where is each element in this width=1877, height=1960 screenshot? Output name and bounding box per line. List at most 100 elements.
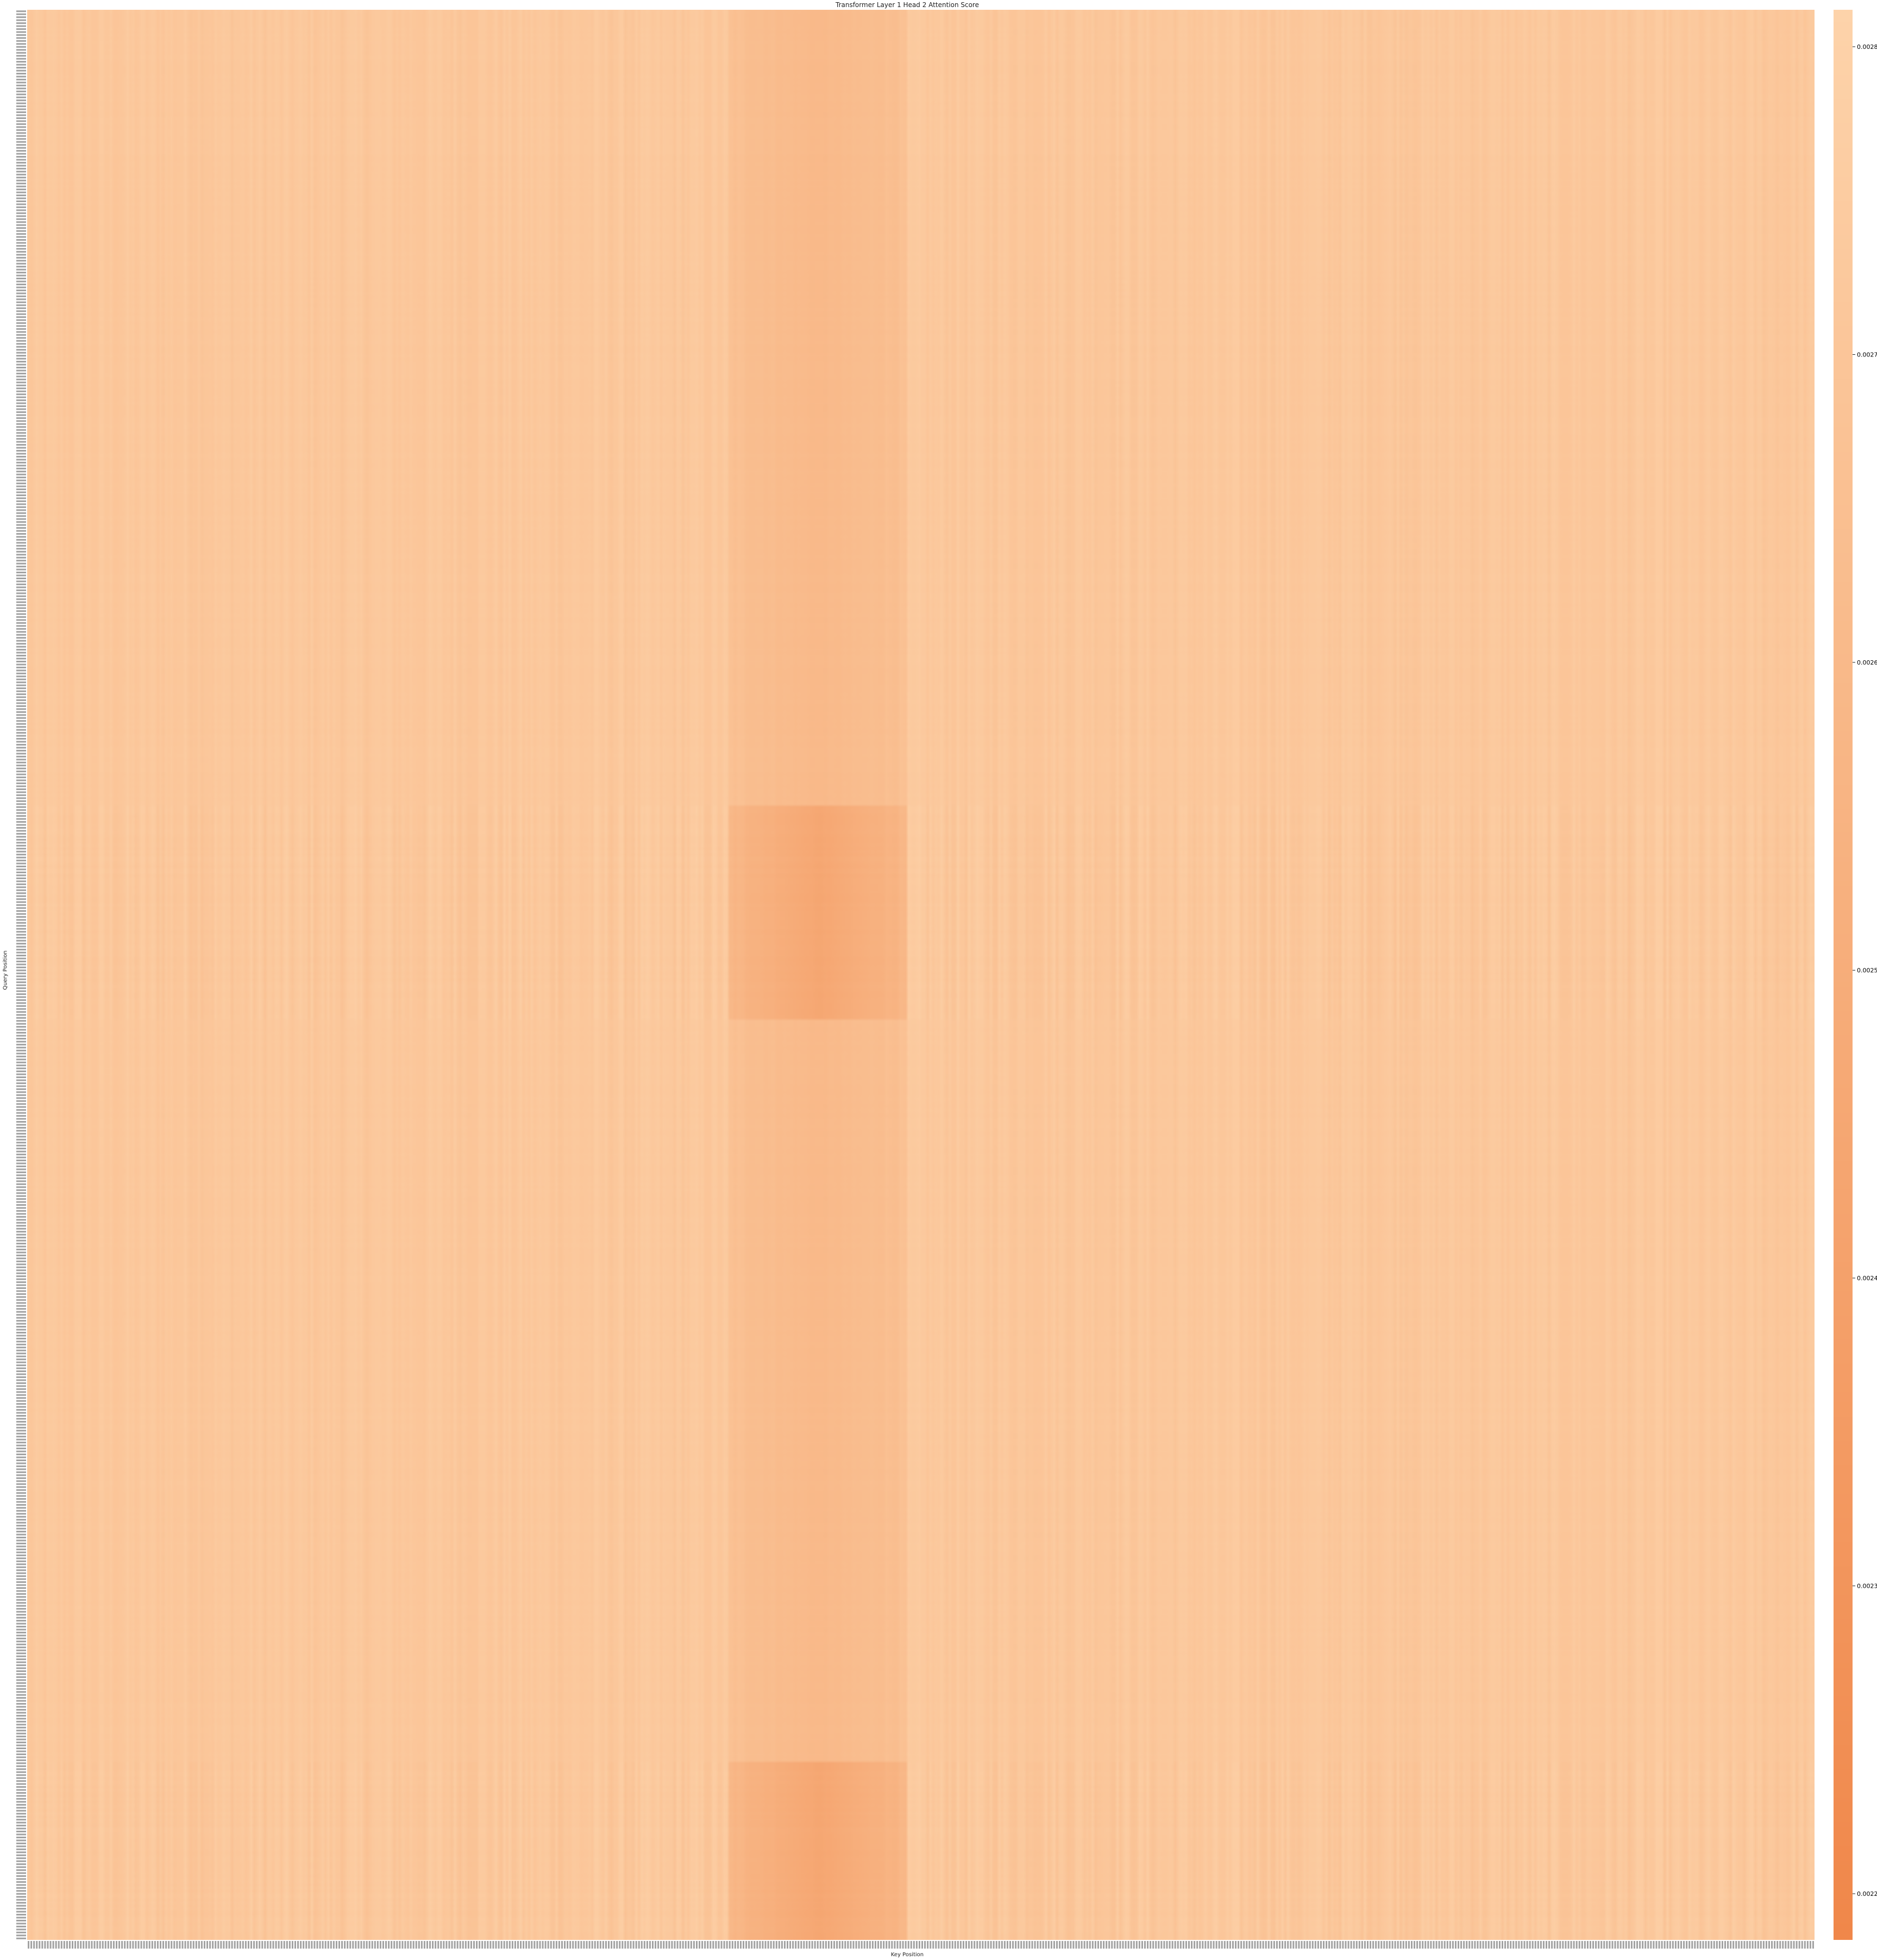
y-tick-label-252	[16, 759, 26, 761]
x-tick-label-418	[1177, 1941, 1179, 1949]
y-tick-label-83	[16, 256, 26, 259]
x-tick-label-292	[831, 1941, 832, 1949]
y-tick-label-487	[16, 1456, 26, 1458]
x-tick-label-542	[1518, 1941, 1520, 1949]
x-tick-label-3	[36, 1941, 38, 1949]
x-tick-label-225	[646, 1941, 648, 1949]
y-tick-label-332	[16, 996, 26, 998]
y-tick-label-218	[16, 657, 26, 660]
y-tick-label-368	[16, 1103, 26, 1105]
x-tick-label-302	[858, 1941, 860, 1949]
x-tick-label-644	[1798, 1941, 1800, 1949]
y-tick-label-193	[16, 583, 26, 585]
y-tick-label-149	[16, 453, 26, 455]
x-tick-label-140	[412, 1941, 415, 1949]
x-tick-label-621	[1735, 1941, 1737, 1949]
x-tick-label-534	[1496, 1941, 1498, 1949]
x-tick-label-446	[1254, 1941, 1256, 1949]
x-tick-label-117	[349, 1941, 351, 1949]
y-tick-label-511	[16, 1527, 26, 1530]
x-tick-label-525	[1471, 1941, 1473, 1949]
y-tick-label-78	[16, 242, 26, 244]
x-tick-label-386	[1089, 1941, 1091, 1949]
x-tick-label-359	[1015, 1941, 1017, 1949]
y-tick-label-254	[16, 765, 26, 767]
y-tick-label-304	[16, 913, 26, 915]
y-tick-label-436	[16, 1305, 26, 1307]
y-tick-label-379	[16, 1136, 26, 1138]
y-tick-label-189	[16, 572, 26, 574]
x-tick-label-353	[998, 1941, 1000, 1949]
x-tick-label-632	[1765, 1941, 1767, 1949]
x-tick-label-461	[1295, 1941, 1297, 1949]
x-tick-label-444	[1248, 1941, 1251, 1949]
x-tick-label-99	[300, 1941, 302, 1949]
y-tick-label-449	[16, 1343, 26, 1345]
y-tick-label-358	[16, 1073, 26, 1075]
x-tick-label-80	[247, 1941, 249, 1949]
y-tick-label-415	[16, 1243, 26, 1245]
y-tick-label-446	[16, 1335, 26, 1337]
y-tick-label-582	[16, 1738, 26, 1740]
y-tick-label-62	[16, 195, 26, 197]
y-tick-label-348	[16, 1043, 26, 1045]
y-tick-label-46	[16, 147, 26, 149]
y-tick-label-143	[16, 435, 26, 437]
x-tick-label-257	[734, 1941, 736, 1949]
y-tick-label-562	[16, 1679, 26, 1681]
y-tick-label-94	[16, 289, 26, 291]
x-tick-label-143	[420, 1941, 423, 1949]
x-tick-label-485	[1361, 1941, 1363, 1949]
x-tick-label-481	[1350, 1941, 1352, 1949]
x-tick-label-552	[1546, 1941, 1547, 1949]
x-tick-label-95	[288, 1941, 291, 1949]
y-tick-label-130	[16, 396, 26, 398]
x-tick-label-390	[1100, 1941, 1102, 1949]
y-tick-label-371	[16, 1112, 26, 1114]
y-tick-label-8	[16, 34, 26, 36]
y-tick-label-408	[16, 1222, 26, 1224]
x-tick-label-523	[1466, 1941, 1468, 1949]
y-tick-label-302	[16, 907, 26, 909]
y-tick-label-563	[16, 1682, 26, 1684]
x-tick-label-451	[1267, 1941, 1270, 1949]
y-tick-label-519	[16, 1551, 26, 1554]
x-tick-label-25	[96, 1941, 98, 1949]
y-tick-label-361	[16, 1082, 26, 1084]
y-tick-label-597	[16, 1783, 26, 1785]
y-tick-label-270	[16, 812, 26, 814]
y-tick-label-240	[16, 723, 26, 725]
chart-title: Transformer Layer 1 Head 2 Attention Sco…	[836, 1, 979, 9]
y-tick-label-271	[16, 815, 26, 817]
x-tick-label-200	[577, 1941, 580, 1949]
y-tick-label-572	[16, 1708, 26, 1711]
x-tick-label-311	[883, 1941, 885, 1949]
x-tick-label-10	[55, 1941, 57, 1949]
x-tick-label-236	[676, 1941, 679, 1949]
y-tick-label-66	[16, 206, 26, 208]
x-tick-label-560	[1567, 1941, 1570, 1949]
x-tick-label-9	[52, 1941, 54, 1949]
y-tick-label-173	[16, 524, 26, 526]
x-tick-label-251	[718, 1941, 720, 1949]
x-tick-label-340	[962, 1941, 964, 1949]
x-tick-label-371	[1047, 1941, 1050, 1949]
x-tick-label-43	[146, 1941, 148, 1949]
x-tick-label-300	[852, 1941, 855, 1949]
x-tick-label-515	[1443, 1941, 1446, 1949]
y-tick-label-120	[16, 366, 26, 368]
x-tick-label-641	[1790, 1941, 1792, 1949]
x-tick-label-37	[129, 1941, 131, 1949]
y-tick-label-204	[16, 616, 26, 618]
x-tick-label-35	[124, 1941, 126, 1949]
x-tick-label-87	[267, 1941, 269, 1949]
x-tick-label-599	[1674, 1941, 1677, 1949]
x-tick-label-598	[1672, 1941, 1674, 1949]
x-tick-label-437	[1229, 1941, 1231, 1949]
y-tick-label-142	[16, 432, 26, 434]
y-tick-label-592	[16, 1768, 26, 1770]
y-tick-label-257	[16, 773, 26, 775]
y-tick-label-510	[16, 1525, 26, 1527]
x-tick-label-345	[976, 1941, 978, 1949]
y-tick-label-42	[16, 135, 26, 137]
